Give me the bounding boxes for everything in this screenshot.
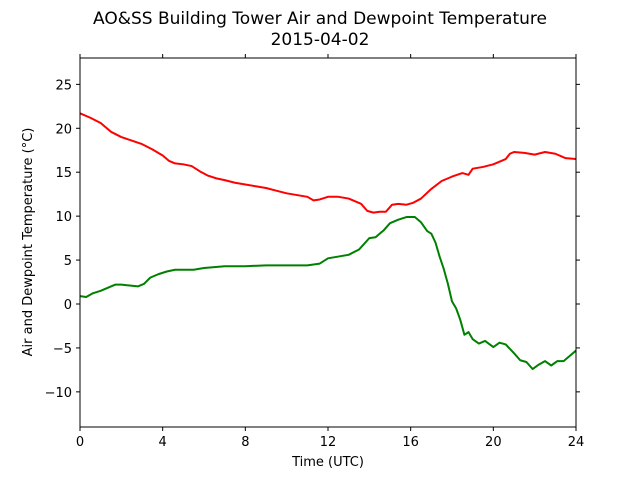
tick-layer: 0 4 8 12 16 20 24 −10 −5 0 5 10 15 20 25 xyxy=(45,54,585,450)
y-tick-label: 25 xyxy=(55,78,72,93)
x-tick-label: 12 xyxy=(320,435,337,450)
x-axis-label: Time (UTC) xyxy=(291,455,364,470)
y-tick-label: 0 xyxy=(64,298,72,313)
x-tick-label: 8 xyxy=(241,435,249,450)
x-tick-label: 20 xyxy=(485,435,502,450)
chart-title: AO&SS Building Tower Air and Dewpoint Te… xyxy=(93,9,547,29)
y-axis-label: Air and Dewpoint Temperature (°C) xyxy=(21,128,36,357)
y-tick-label: 15 xyxy=(55,166,72,181)
plot-frame xyxy=(79,57,577,428)
y-tick-label: 5 xyxy=(64,254,72,269)
y-tick-label: 20 xyxy=(55,122,72,137)
dewpoint-temperature-line xyxy=(79,216,577,371)
x-tick-label: 24 xyxy=(568,435,585,450)
chart-subtitle: 2015-04-02 xyxy=(271,30,370,50)
air-temperature-line xyxy=(79,112,577,214)
y-tick-label: 10 xyxy=(55,210,72,225)
x-tick-label: 16 xyxy=(402,435,419,450)
series-layer xyxy=(79,112,577,371)
x-tick-label: 0 xyxy=(76,435,84,450)
x-tick-label: 4 xyxy=(159,435,167,450)
y-tick-label: −5 xyxy=(53,342,72,357)
y-tick-label: −10 xyxy=(45,386,72,401)
